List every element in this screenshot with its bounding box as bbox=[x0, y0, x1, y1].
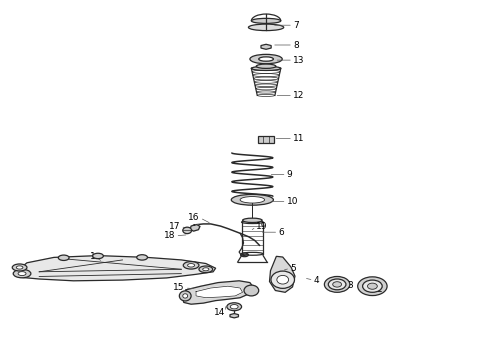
Ellipse shape bbox=[199, 266, 213, 273]
Ellipse shape bbox=[179, 291, 191, 301]
Text: 19: 19 bbox=[256, 222, 268, 231]
Text: 4: 4 bbox=[314, 276, 319, 284]
Circle shape bbox=[244, 285, 259, 296]
Polygon shape bbox=[14, 256, 216, 281]
Text: 13: 13 bbox=[293, 55, 304, 65]
Ellipse shape bbox=[16, 266, 23, 269]
Text: 18: 18 bbox=[164, 231, 175, 240]
Polygon shape bbox=[182, 281, 254, 304]
Ellipse shape bbox=[251, 18, 281, 23]
Polygon shape bbox=[270, 256, 295, 292]
Text: 11: 11 bbox=[293, 134, 304, 143]
Text: 6: 6 bbox=[278, 228, 284, 237]
Text: 5: 5 bbox=[290, 264, 296, 273]
Text: 9: 9 bbox=[287, 170, 293, 179]
Ellipse shape bbox=[250, 54, 282, 64]
Ellipse shape bbox=[18, 272, 26, 275]
Ellipse shape bbox=[188, 264, 195, 267]
Ellipse shape bbox=[243, 218, 262, 222]
Ellipse shape bbox=[231, 194, 273, 205]
Circle shape bbox=[271, 271, 294, 288]
Ellipse shape bbox=[363, 280, 382, 292]
Text: 14: 14 bbox=[214, 307, 225, 317]
Ellipse shape bbox=[256, 64, 276, 68]
Ellipse shape bbox=[230, 305, 238, 309]
Ellipse shape bbox=[259, 57, 273, 61]
Text: 1: 1 bbox=[90, 252, 96, 261]
Ellipse shape bbox=[248, 24, 284, 31]
Text: 8: 8 bbox=[293, 40, 299, 49]
Ellipse shape bbox=[328, 279, 346, 290]
Ellipse shape bbox=[227, 303, 242, 311]
Ellipse shape bbox=[358, 277, 387, 296]
Ellipse shape bbox=[368, 283, 377, 289]
Polygon shape bbox=[196, 286, 243, 298]
Bar bbox=[258, 136, 274, 143]
Text: 17: 17 bbox=[169, 222, 180, 231]
Polygon shape bbox=[230, 314, 239, 318]
Ellipse shape bbox=[251, 66, 281, 71]
Text: 3: 3 bbox=[347, 281, 353, 290]
Ellipse shape bbox=[324, 276, 350, 292]
Text: 10: 10 bbox=[287, 197, 298, 206]
Circle shape bbox=[183, 227, 192, 234]
Circle shape bbox=[277, 275, 289, 284]
Polygon shape bbox=[190, 225, 200, 231]
Text: 15: 15 bbox=[173, 284, 185, 292]
Ellipse shape bbox=[183, 294, 188, 298]
Ellipse shape bbox=[183, 262, 199, 269]
Ellipse shape bbox=[93, 253, 103, 258]
Text: 2: 2 bbox=[376, 284, 382, 294]
Ellipse shape bbox=[240, 197, 265, 203]
Text: 12: 12 bbox=[293, 91, 304, 100]
Ellipse shape bbox=[137, 255, 147, 260]
Ellipse shape bbox=[333, 282, 342, 287]
Polygon shape bbox=[261, 44, 271, 49]
Ellipse shape bbox=[58, 255, 69, 261]
Ellipse shape bbox=[12, 264, 27, 271]
Ellipse shape bbox=[203, 268, 209, 271]
Ellipse shape bbox=[13, 269, 31, 278]
Text: 7: 7 bbox=[293, 21, 299, 30]
Text: 16: 16 bbox=[189, 213, 200, 222]
